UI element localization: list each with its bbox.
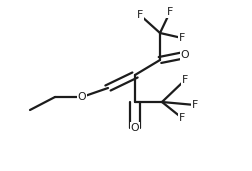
- Text: O: O: [78, 92, 86, 102]
- Text: F: F: [182, 75, 188, 85]
- Text: F: F: [179, 113, 185, 123]
- Text: F: F: [192, 100, 198, 110]
- Text: O: O: [181, 50, 189, 60]
- Text: O: O: [131, 123, 139, 133]
- Text: F: F: [179, 33, 185, 43]
- Text: F: F: [167, 7, 173, 17]
- Text: F: F: [137, 10, 143, 20]
